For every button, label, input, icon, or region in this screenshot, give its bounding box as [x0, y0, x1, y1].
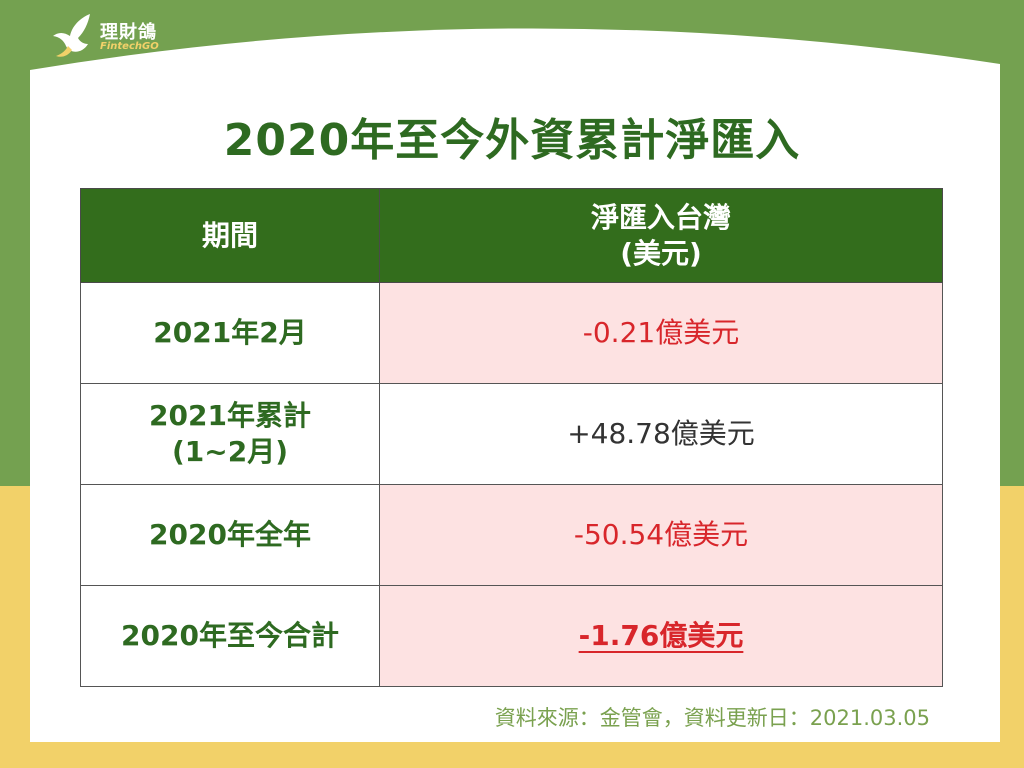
- brand-name: 理財鴿: [100, 22, 157, 43]
- brand-subtitle: FintechGO: [100, 41, 159, 52]
- table-row: 2020年至今合計 -1.76億美元: [80, 585, 943, 687]
- period-cell: 2021年2月: [80, 282, 380, 384]
- total-value-cell: -1.76億美元: [379, 585, 943, 687]
- table-row: 2020年全年 -50.54億美元: [80, 484, 943, 586]
- dove-icon: [53, 14, 90, 57]
- brand-logo: 理財鴿 FintechGO: [50, 10, 180, 60]
- header-period: 期間: [80, 188, 380, 283]
- value-cell: +48.78億美元: [379, 383, 943, 485]
- net-inflow-table: 期間 淨匯入台灣 (美元) 2021年2月 -0.21億美元 2021年累計 (…: [80, 188, 943, 687]
- value-cell: -0.21億美元: [379, 282, 943, 384]
- header-net-inflow-line1: 淨匯入台灣: [590, 200, 731, 234]
- period-cell: 2020年至今合計: [80, 585, 380, 687]
- period-cell: 2021年累計 (1~2月): [80, 383, 380, 485]
- source-note: 資料來源：金管會，資料更新日：2021.03.05: [494, 706, 930, 730]
- page-title: 2020年至今外資累計淨匯入: [223, 115, 801, 166]
- table-row: 2021年累計 (1~2月) +48.78億美元: [80, 383, 943, 485]
- table-header-row: 期間 淨匯入台灣 (美元): [80, 188, 943, 283]
- value-cell: -50.54億美元: [379, 484, 943, 586]
- table-row: 2021年2月 -0.21億美元: [80, 282, 943, 384]
- period-cell: 2020年全年: [80, 484, 380, 586]
- header-net-inflow-unit: (美元): [620, 236, 702, 270]
- header-net-inflow: 淨匯入台灣 (美元): [379, 188, 943, 283]
